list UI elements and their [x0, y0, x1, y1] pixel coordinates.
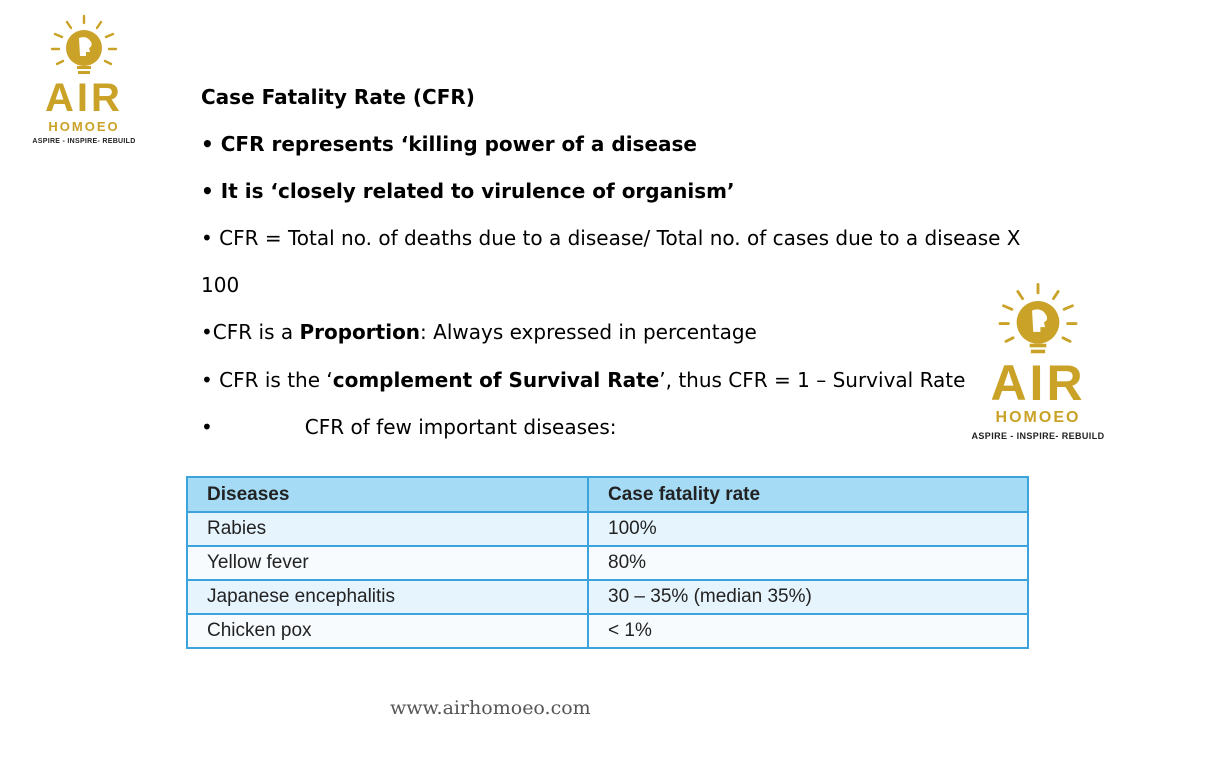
header-diseases: Diseases — [186, 476, 589, 513]
page-title: Case Fatality Rate (CFR) — [201, 85, 475, 109]
logo-right: AIR HOMOEO ASPIRE - INSPIRE- REBUILD — [968, 282, 1108, 441]
bullet-survival-rate: • CFR is the ‘complement of Survival Rat… — [201, 366, 965, 394]
cfr-cell: 30 – 35% (median 35%) — [587, 579, 1029, 615]
bullet-cfr-formula: • CFR = Total no. of deaths due to a dis… — [201, 226, 1021, 250]
bullet-proportion: •CFR is a Proportion: Always expressed i… — [201, 318, 757, 346]
cfr-cell: 100% — [587, 511, 1029, 547]
bullet-proportion-bold: Proportion — [299, 320, 421, 344]
disease-cell: Yellow fever — [186, 545, 589, 581]
bullet-diseases-intro: • CFR of few important diseases: — [201, 413, 617, 441]
bullet-killing-power: • CFR represents ‘killing power of a dis… — [201, 132, 697, 156]
disease-cell: Japanese encephalitis — [186, 579, 589, 615]
bullet-survival-prefix: • CFR is the ‘ — [201, 368, 333, 392]
table-row: Chicken pox < 1% — [186, 613, 1029, 649]
disease-cell: Rabies — [186, 511, 589, 547]
header-case-fatality-rate: Case fatality rate — [587, 476, 1029, 513]
website-link[interactable]: www.airhomoeo.com — [390, 697, 591, 719]
bullet-virulence: • It is ‘closely related to virulence of… — [201, 179, 735, 203]
table-header-row: Diseases Case fatality rate — [186, 476, 1029, 513]
bullet-proportion-prefix: •CFR is a — [201, 320, 300, 344]
lightbulb-head-icon — [998, 282, 1078, 354]
bullet-diseases-text: CFR of few important diseases: — [304, 415, 617, 439]
logo-subtitle: HOMOEO — [995, 409, 1081, 426]
cfr-cell: < 1% — [587, 613, 1029, 649]
table-row: Rabies 100% — [186, 511, 1029, 547]
bullet-survival-bold: complement of Survival Rate — [332, 368, 660, 392]
bullet-marker: • — [201, 415, 213, 439]
bullet-proportion-suffix: : Always expressed in percentage — [420, 320, 757, 344]
cfr-table: Diseases Case fatality rate Rabies 100% … — [186, 476, 1029, 649]
logo-tagline: ASPIRE - INSPIRE- REBUILD — [32, 138, 136, 145]
logo-tagline: ASPIRE - INSPIRE- REBUILD — [971, 431, 1105, 441]
logo-name: AIR — [45, 76, 123, 120]
logo-name: AIR — [990, 355, 1086, 411]
bullet-cfr-formula-continued: 100 — [201, 273, 240, 297]
bullet-survival-suffix: ’, thus CFR = 1 – Survival Rate — [659, 368, 966, 392]
disease-cell: Chicken pox — [186, 613, 589, 649]
logo-top: AIR HOMOEO ASPIRE - INSPIRE- REBUILD — [28, 14, 140, 145]
table-row: Japanese encephalitis 30 – 35% (median 3… — [186, 579, 1029, 615]
logo-subtitle: HOMOEO — [48, 119, 120, 134]
table-row: Yellow fever 80% — [186, 545, 1029, 581]
cfr-cell: 80% — [587, 545, 1029, 581]
lightbulb-head-icon — [50, 14, 118, 74]
